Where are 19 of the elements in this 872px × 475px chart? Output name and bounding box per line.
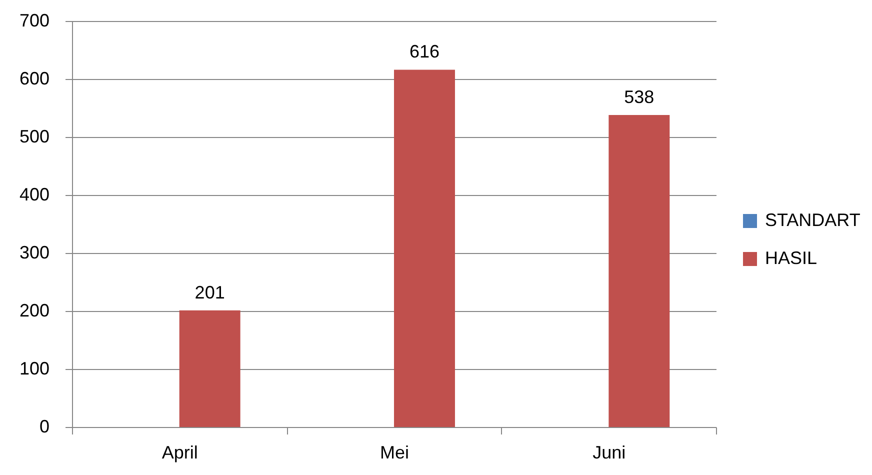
x-tick-label: Juni [592,442,626,462]
y-tick-label: 600 [19,68,50,88]
legend-label: STANDART [765,210,860,230]
y-tick-label: 100 [19,358,50,378]
y-tick-label: 0 [39,416,50,436]
x-tick-label: April [162,442,198,462]
y-tick-label: 200 [19,300,50,320]
bar [608,114,670,427]
data-label: 201 [194,282,225,302]
y-tick-label: 700 [19,10,50,30]
legend-label: HASIL [765,248,818,268]
x-tick-label: Mei [380,442,410,462]
bar [394,70,455,427]
data-label: 538 [624,86,654,107]
y-tick-label: 400 [19,184,50,204]
data-label: 616 [409,42,440,62]
y-tick-label: 500 [19,126,50,146]
bar [179,310,240,427]
y-tick-label: 300 [19,242,50,262]
